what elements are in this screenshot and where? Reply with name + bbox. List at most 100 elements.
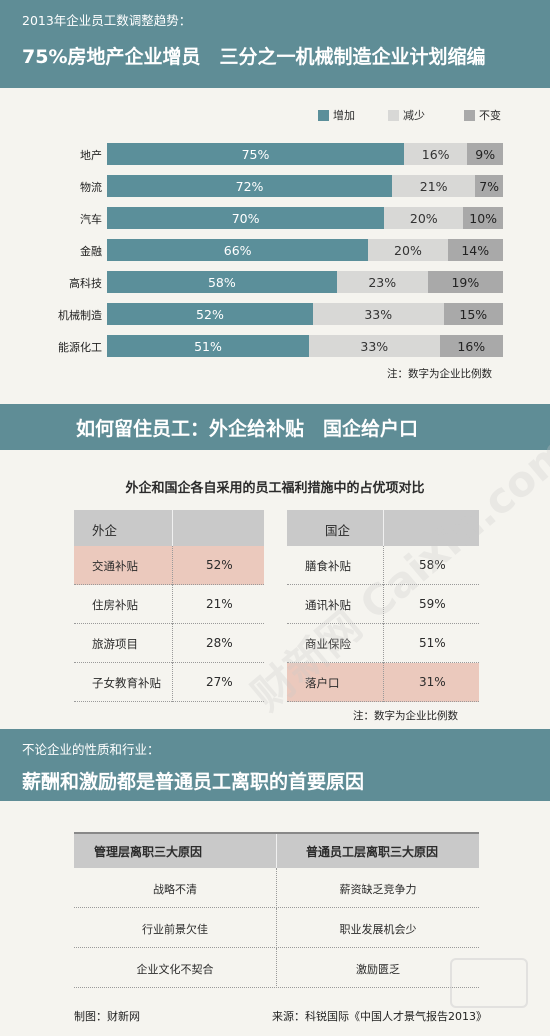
bar-data-label: 75% <box>241 146 270 162</box>
bar-segment-unchanged: 14% <box>447 239 503 261</box>
section1-banner: 2013年企业员工数调整趋势： 75%房地产企业增员 三分之一机械制造企业计划缩… <box>0 0 550 88</box>
benefit-table-title: 外企和国企各自采用的员工福利措施中的占优项对比 <box>125 481 425 496</box>
bar-segment-increase: 51% <box>107 335 309 357</box>
bar-data-label: 9% <box>475 146 496 162</box>
section2-title: 如何留住员工：外企给补贴 国企给户口 <box>76 418 419 440</box>
bar-segment-decrease: 16% <box>404 143 468 165</box>
cell-divider <box>172 624 173 663</box>
legend-swatch <box>318 109 329 121</box>
legend-label: 减少 <box>403 109 425 122</box>
table-row: 交通补贴 52% <box>74 546 264 585</box>
table-row: 落户口 31% <box>287 663 479 702</box>
bar-data-label: 16% <box>457 338 486 354</box>
header-divider <box>276 834 277 868</box>
cell-divider <box>172 585 173 624</box>
bar-data-label: 66% <box>223 242 252 258</box>
table-row: 膳食补贴 58% <box>287 546 479 585</box>
table-header-label: 外企 <box>92 523 118 538</box>
benefit-label: 膳食补贴 <box>305 559 351 573</box>
cell-divider <box>276 868 478 908</box>
bar-data-label: 10% <box>469 210 498 226</box>
bar-data-label: 23% <box>368 274 397 290</box>
bar-data-label: 33% <box>360 338 389 354</box>
table-row: 通讯补贴 59% <box>287 585 479 624</box>
bar-segment-increase: 75% <box>107 143 404 165</box>
legend-swatch <box>464 109 475 121</box>
bar-data-label: 14% <box>461 242 490 258</box>
bar-segment-unchanged: 7% <box>475 175 503 197</box>
benefit-label: 落户口 <box>305 676 340 690</box>
bar-data-label: 21% <box>419 178 448 194</box>
benefit-value: 59% <box>419 597 446 611</box>
category-label: 物流 <box>80 181 102 194</box>
bar-data-label: 7% <box>479 178 500 194</box>
bar-segment-unchanged: 16% <box>439 335 503 357</box>
legend-label: 增加 <box>333 109 355 122</box>
section3-banner: 不论企业的性质和行业： 薪酬和激励都是普通员工离职的首要原因 <box>0 729 550 801</box>
benefit-value: 28% <box>206 636 233 650</box>
staff-reason: 职业发展机会少 <box>339 923 417 936</box>
footer-credit: 制图：财新网 <box>74 1010 140 1023</box>
cell-divider <box>276 948 478 988</box>
benefit-value: 27% <box>206 675 233 689</box>
staff-reason: 激励匮乏 <box>356 963 400 976</box>
bar-segment-decrease: 21% <box>392 175 476 197</box>
bar-data-label: 70% <box>231 210 260 226</box>
benefit-label: 旅游项目 <box>92 637 138 651</box>
footer-source: 来源：科锐国际《中国人才景气报告2013》 <box>272 1010 487 1023</box>
legend-item-decrease: 减少 <box>388 107 425 123</box>
bar-data-label: 20% <box>409 210 438 226</box>
bar-segment-increase: 70% <box>107 207 385 229</box>
section3-title: 薪酬和激励都是普通员工离职的首要原因 <box>22 771 365 793</box>
bar-segment-increase: 72% <box>107 175 393 197</box>
category-label: 高科技 <box>69 277 102 290</box>
benefit-value: 31% <box>419 675 446 689</box>
bar-data-label: 51% <box>194 338 222 354</box>
section1-title: 75%房地产企业增员 三分之一机械制造企业计划缩编 <box>22 46 486 68</box>
table-row: 子女教育补贴 27% <box>74 663 264 702</box>
cell-divider <box>276 908 478 948</box>
benefit-value: 52% <box>206 558 233 572</box>
table-header: 管理层离职三大原因 普通员工层离职三大原因 <box>74 832 479 868</box>
cell-divider <box>383 624 384 663</box>
turnover-reasons-table: 管理层离职三大原因 普通员工层离职三大原因 战略不清 薪资缺乏竞争力行业前景欠佳 职… <box>74 832 479 988</box>
bar-segment-increase: 66% <box>107 239 369 261</box>
bar-data-label: 33% <box>364 306 393 322</box>
management-reason: 行业前景欠佳 <box>142 923 208 936</box>
bar-segment-increase: 52% <box>107 303 313 325</box>
logo-watermark <box>450 958 528 1008</box>
bar-segment-decrease: 23% <box>336 271 428 293</box>
cell-divider <box>172 663 173 702</box>
category-label: 金融 <box>80 245 102 258</box>
section2-banner: 如何留住员工：外企给补贴 国企给户口 <box>0 404 550 450</box>
foreign-enterprise-table: 外企 交通补贴 52% 住房补贴 21% 旅游项目 28% 子女教育补贴 27% <box>74 510 264 702</box>
bar-data-label: 58% <box>207 274 236 290</box>
management-header: 管理层离职三大原因 <box>94 845 203 859</box>
chart-note: 注：数字为企业比例数 <box>387 368 492 380</box>
cell-divider <box>383 546 384 585</box>
bar-segment-decrease: 33% <box>312 303 444 325</box>
management-reason: 战略不清 <box>153 883 197 896</box>
bar-data-label: 19% <box>451 274 480 290</box>
benefit-label: 交通补贴 <box>92 559 138 573</box>
bar-segment-unchanged: 9% <box>467 143 503 165</box>
bar-segment-unchanged: 19% <box>427 271 503 293</box>
management-reason: 企业文化不契合 <box>136 963 214 976</box>
cell-divider <box>172 546 173 585</box>
category-label: 能源化工 <box>58 341 102 354</box>
table-row: 战略不清 薪资缺乏竞争力 <box>74 868 479 908</box>
table-row: 旅游项目 28% <box>74 624 264 663</box>
bar-data-label: 52% <box>196 306 224 322</box>
table-header: 外企 <box>74 510 264 546</box>
table-note: 注：数字为企业比例数 <box>353 710 458 722</box>
legend-swatch <box>388 109 399 121</box>
legend-label: 不变 <box>479 109 501 122</box>
state-enterprise-table: 国企 膳食补贴 58% 通讯补贴 59% 商业保险 51% 落户口 31% <box>287 510 479 702</box>
bar-data-label: 15% <box>459 306 488 322</box>
staff-reason: 薪资缺乏竞争力 <box>339 883 417 896</box>
cell-divider <box>383 663 384 702</box>
bar-segment-increase: 58% <box>107 271 337 293</box>
header-divider <box>383 510 384 546</box>
benefit-label: 通讯补贴 <box>305 598 351 612</box>
benefit-value: 51% <box>419 636 446 650</box>
